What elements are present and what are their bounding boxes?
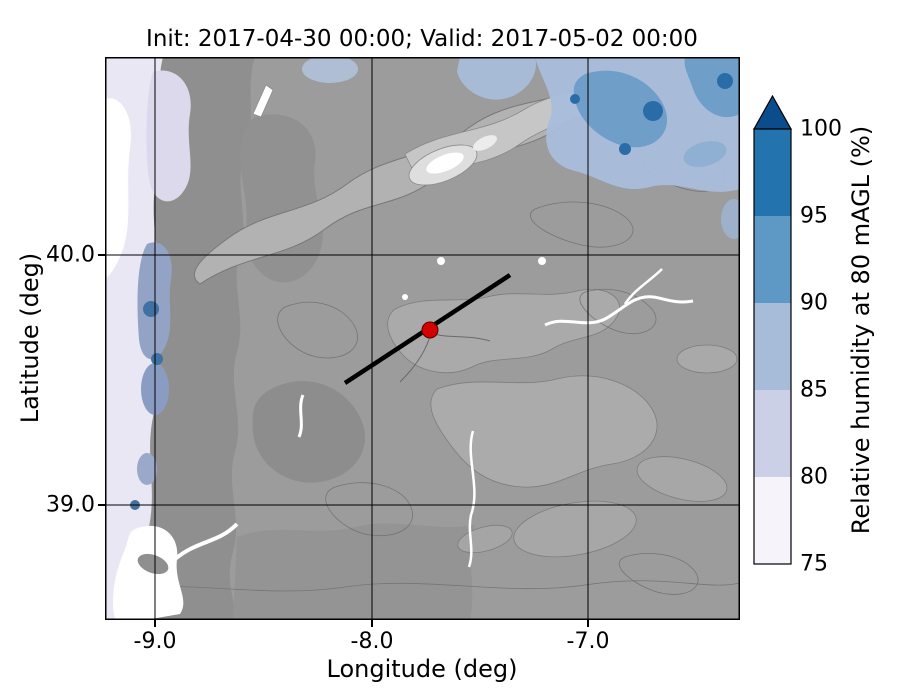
colorbar-tick-label: 95 [800, 203, 828, 229]
y-tick-mark [98, 504, 105, 506]
x-axis-label: Longitude (deg) [326, 655, 518, 683]
colorbar-tick-label: 100 [800, 116, 842, 142]
humid-regions [302, 57, 740, 239]
ocean-coast [105, 57, 239, 620]
x-tick-label: -8.0 [350, 629, 394, 654]
colorbar-tick-label: 90 [800, 290, 828, 316]
x-tick-label: -7.0 [566, 629, 610, 654]
station-marker [421, 321, 439, 339]
terrain-shading [145, 57, 738, 620]
colorbar-tick-label: 75 [800, 551, 828, 577]
y-axis-label: Latitude (deg) [16, 252, 44, 424]
graticule [105, 57, 740, 620]
colorbar [753, 95, 793, 565]
map-plot [105, 57, 740, 620]
plot-border [105, 57, 740, 620]
colorbar-seg-95-100 [754, 129, 791, 216]
x-tick-mark [154, 620, 156, 627]
x-tick-mark [587, 620, 589, 627]
y-tick-mark [98, 254, 105, 256]
rivers [297, 257, 694, 568]
colorbar-seg-85-90 [754, 303, 791, 390]
x-tick-mark [371, 620, 373, 627]
colorbar-seg-90-95 [754, 216, 791, 303]
colorbar-extend-arrow [753, 95, 793, 130]
colorbar-label: Relative humidity at 80 mAGL (%) [847, 125, 875, 535]
plot-title: Init: 2017-04-30 00:00; Valid: 2017-05-0… [146, 26, 698, 52]
colorbar-tick-label: 80 [800, 464, 828, 490]
colorbar-seg-80-85 [754, 390, 791, 477]
x-tick-label: -9.0 [133, 629, 177, 654]
colorbar-outline [753, 128, 792, 565]
y-tick-label: 39.0 [46, 492, 95, 518]
colorbar-seg-75-80 [754, 477, 791, 564]
humid-region-north-center [457, 57, 536, 100]
colorbar-tick-label: 85 [800, 377, 828, 403]
y-tick-label: 40.0 [46, 242, 95, 268]
